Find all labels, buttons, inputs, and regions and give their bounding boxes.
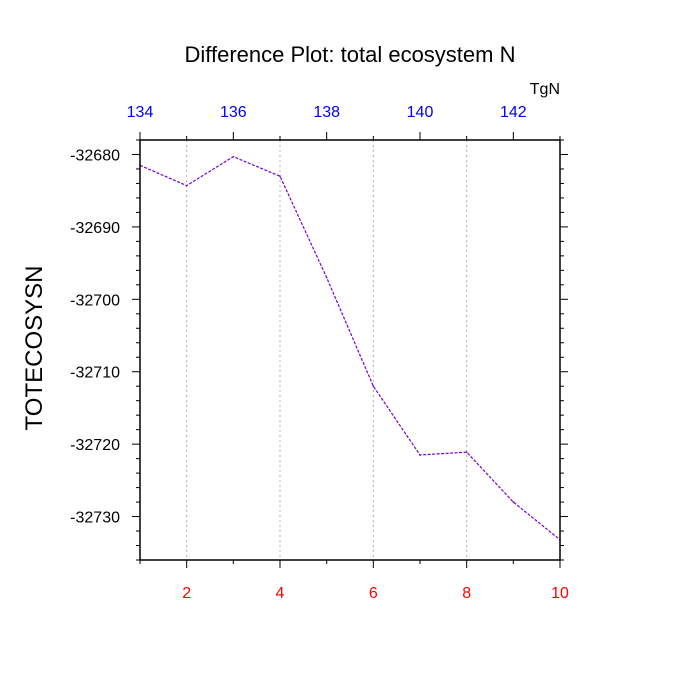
series-line bbox=[139, 155, 561, 541]
top-tick-label: 142 bbox=[500, 104, 527, 121]
y-tick-label: -32690 bbox=[70, 220, 120, 237]
y-tick-label: -32680 bbox=[70, 147, 120, 164]
data-point bbox=[372, 385, 375, 388]
y-tick-label: -32720 bbox=[70, 437, 120, 454]
x-tick-label: 6 bbox=[369, 585, 378, 602]
data-point bbox=[465, 451, 468, 453]
x-tick-label: 10 bbox=[551, 585, 569, 602]
grid-layer bbox=[186, 140, 561, 560]
data-point bbox=[185, 184, 188, 187]
data-point bbox=[419, 454, 421, 456]
x-tick-label: 2 bbox=[182, 585, 191, 602]
y-tick-label: -32710 bbox=[70, 365, 120, 382]
plot-frame bbox=[139, 139, 561, 561]
data-point bbox=[512, 501, 515, 503]
data-point bbox=[279, 175, 281, 178]
series-layer bbox=[139, 155, 561, 541]
data-point bbox=[325, 276, 328, 279]
axis-layer: 2 4 6 8 10 134 136 138 140 142 -32680 -32690 -32700 -… bbox=[70, 104, 569, 602]
x-tick-label: 8 bbox=[462, 585, 471, 602]
data-point bbox=[232, 155, 235, 158]
chart-title: Difference Plot: total ecosystem N bbox=[185, 42, 516, 67]
units-label: TgN bbox=[530, 81, 560, 98]
top-tick-label: 140 bbox=[407, 104, 434, 121]
y-tick-label: -32700 bbox=[70, 292, 120, 309]
x-tick-label: 4 bbox=[276, 585, 285, 602]
y-axis-label: TOTECOSYSN bbox=[21, 266, 48, 431]
top-tick-label: 138 bbox=[313, 104, 340, 121]
top-tick-label: 134 bbox=[127, 104, 154, 121]
top-tick-label: 136 bbox=[220, 104, 247, 121]
y-tick-label: -32730 bbox=[70, 510, 120, 527]
